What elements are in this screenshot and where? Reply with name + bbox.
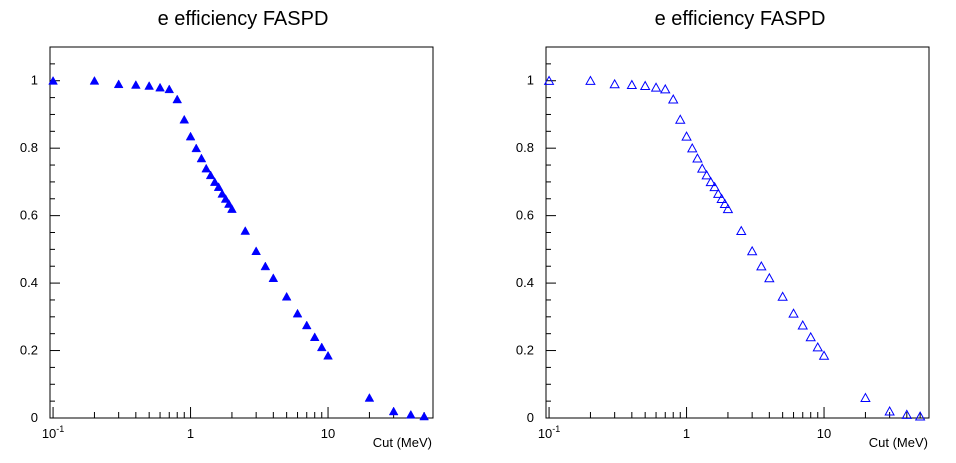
data-point-filled-triangle xyxy=(405,409,416,419)
data-point-filled-triangle xyxy=(172,94,183,104)
data-point-filled-triangle xyxy=(89,76,100,85)
data-point-filled-triangle xyxy=(220,194,231,203)
data-point-open-triangle xyxy=(860,392,871,402)
data-point-open-triangle xyxy=(543,75,555,85)
data-point-filled-triangle xyxy=(131,80,141,89)
data-point-filled-triangle xyxy=(217,188,228,198)
x-tick-label: 10-1 xyxy=(538,424,560,441)
data-point-filled-triangle xyxy=(164,84,175,94)
data-point-filled-triangle xyxy=(196,153,207,163)
data-point-filled-triangle xyxy=(251,246,261,255)
y-tick-label: 0.4 xyxy=(20,275,38,290)
data-point-filled-triangle xyxy=(301,320,312,330)
data-point-open-triangle xyxy=(716,193,727,203)
data-point-open-triangle xyxy=(797,320,808,330)
data-point-open-triangle xyxy=(812,341,823,352)
data-point-open-triangle xyxy=(788,308,799,318)
data-point-open-triangle xyxy=(639,80,651,90)
y-tick-label: 0.2 xyxy=(20,343,38,358)
y-tick-label: 1 xyxy=(527,73,534,88)
data-point-open-triangle xyxy=(818,350,830,360)
x-tick-label: 1 xyxy=(683,426,690,441)
y-tick-label: 0 xyxy=(527,410,534,425)
x-tick-exponent: -1 xyxy=(552,424,560,434)
data-point-filled-triangle xyxy=(281,291,292,301)
data-point-filled-triangle xyxy=(419,411,429,421)
plot-frame xyxy=(49,46,434,419)
data-point-open-triangle xyxy=(884,406,895,416)
chart-title: e efficiency FASPD xyxy=(655,8,826,30)
y-tick-label: 0.2 xyxy=(516,343,534,358)
data-point-filled-triangle xyxy=(209,177,220,186)
data-point-open-triangle xyxy=(692,153,703,163)
data-point-filled-triangle xyxy=(191,143,202,153)
data-point-open-triangle xyxy=(756,260,767,271)
x-tick-label: 10 xyxy=(321,426,335,441)
data-point-open-triangle xyxy=(777,291,788,301)
y-tick-label: 0.8 xyxy=(20,140,38,155)
x-tick-base: 10 xyxy=(538,426,552,441)
y-tick-label: 0.6 xyxy=(20,208,38,223)
data-point-filled-triangle xyxy=(364,393,375,402)
data-point-open-triangle xyxy=(805,331,816,342)
data-point-filled-triangle xyxy=(309,332,320,342)
x-axis-label: Cut (MeV) xyxy=(373,435,432,450)
data-point-open-triangle xyxy=(626,79,638,89)
data-point-filled-triangle xyxy=(205,170,216,180)
data-point-open-triangle xyxy=(705,176,717,187)
data-point-filled-triangle xyxy=(48,76,58,85)
data-point-open-triangle xyxy=(736,225,747,236)
data-point-open-triangle xyxy=(650,82,662,92)
data-point-open-triangle xyxy=(675,114,686,124)
data-point-filled-triangle xyxy=(155,82,165,92)
data-point-open-triangle xyxy=(696,163,708,173)
data-point-open-triangle xyxy=(746,245,758,256)
data-point-open-triangle xyxy=(709,181,720,192)
data-point-open-triangle xyxy=(667,94,679,104)
data-point-open-triangle xyxy=(901,409,913,419)
data-point-open-triangle xyxy=(686,142,698,153)
data-point-open-triangle xyxy=(681,131,692,141)
x-tick-base: 10 xyxy=(42,426,56,441)
data-point-open-triangle xyxy=(701,169,712,180)
data-point-open-triangle xyxy=(764,272,775,283)
data-point-open-triangle xyxy=(719,198,731,209)
data-point-filled-triangle xyxy=(323,350,333,360)
y-tick-label: 0 xyxy=(31,410,38,425)
data-point-filled-triangle xyxy=(179,114,190,124)
data-point-filled-triangle xyxy=(201,163,212,173)
data-point-open-triangle xyxy=(585,75,596,85)
data-point-open-triangle xyxy=(712,188,724,198)
x-axis-label: Cut (MeV) xyxy=(869,435,928,450)
data-point-filled-triangle xyxy=(213,182,224,191)
data-point-open-triangle xyxy=(914,411,926,421)
data-point-filled-triangle xyxy=(240,226,251,235)
data-point-open-triangle xyxy=(609,78,620,89)
data-point-open-triangle xyxy=(660,83,671,94)
y-tick-label: 0.8 xyxy=(516,140,534,155)
data-point-filled-triangle xyxy=(268,273,279,282)
y-tick-label: 1 xyxy=(31,73,38,88)
data-point-filled-triangle xyxy=(292,308,303,318)
data-point-filled-triangle xyxy=(144,81,154,90)
data-point-filled-triangle xyxy=(227,204,237,213)
data-point-open-triangle xyxy=(722,203,734,214)
chart-title: e efficiency FASPD xyxy=(158,8,329,30)
data-point-filled-triangle xyxy=(260,261,271,271)
x-tick-label: 10 xyxy=(817,426,831,441)
x-tick-label: 10-1 xyxy=(42,424,64,441)
data-point-filled-triangle xyxy=(185,131,196,141)
x-tick-label: 1 xyxy=(187,426,194,441)
y-tick-label: 0.6 xyxy=(516,208,534,223)
data-point-filled-triangle xyxy=(113,79,124,89)
data-point-filled-triangle xyxy=(388,406,399,416)
x-tick-exponent: -1 xyxy=(56,424,64,434)
data-point-filled-triangle xyxy=(316,342,327,352)
data-point-filled-triangle xyxy=(224,199,234,208)
y-tick-label: 0.4 xyxy=(516,275,534,290)
